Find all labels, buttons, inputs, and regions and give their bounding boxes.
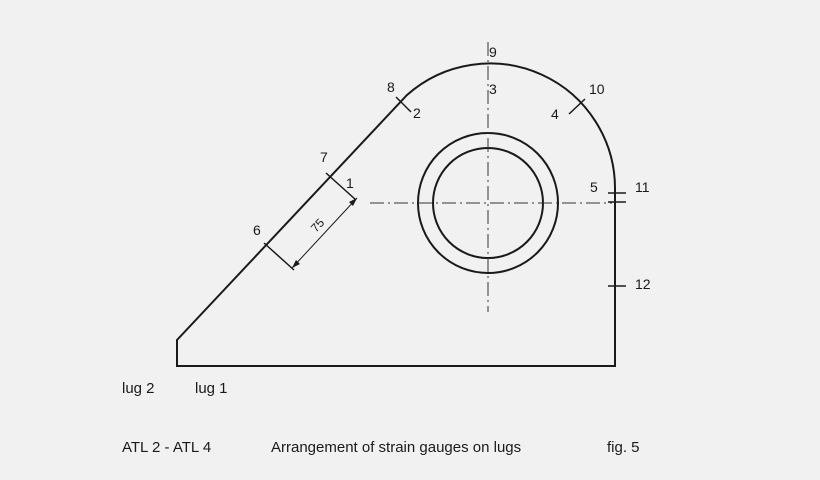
lug-1-label: lug 1 — [195, 380, 228, 397]
gauge-label-11: 11 — [635, 179, 650, 195]
gauge-label-12: 12 — [635, 276, 651, 292]
gauge-mark-7-1 — [325, 172, 357, 201]
dimension-arrow-top — [349, 198, 357, 206]
lug-outline — [176, 62, 617, 367]
gauge-label-8: 8 — [387, 79, 395, 95]
dimension-line — [291, 197, 358, 269]
gauge-label-5: 5 — [590, 179, 598, 195]
gauge-mark-6 — [263, 242, 295, 271]
dimension-arrow-bottom — [292, 260, 300, 268]
gauge-label-3: 3 — [489, 81, 497, 97]
gauge-label-6: 6 — [253, 222, 261, 238]
gauge-mark-8-2 — [395, 96, 412, 113]
dimension-label: 75 — [308, 215, 328, 235]
gauge-label-4: 4 — [551, 106, 559, 122]
gauge-label-7: 7 — [320, 149, 328, 165]
gauge-label-10: 10 — [589, 81, 605, 97]
caption-fig: fig. 5 — [607, 439, 640, 456]
gauge-label-2: 2 — [413, 105, 421, 121]
gauge-label-9: 9 — [489, 44, 497, 60]
caption-title: Arrangement of strain gauges on lugs — [271, 439, 522, 456]
gauge-mark-4-10 — [568, 98, 586, 115]
gauge-label-1: 1 — [346, 175, 354, 191]
lug-2-label: lug 2 — [122, 380, 155, 397]
caption-code: ATL 2 - ATL 4 — [122, 439, 212, 456]
